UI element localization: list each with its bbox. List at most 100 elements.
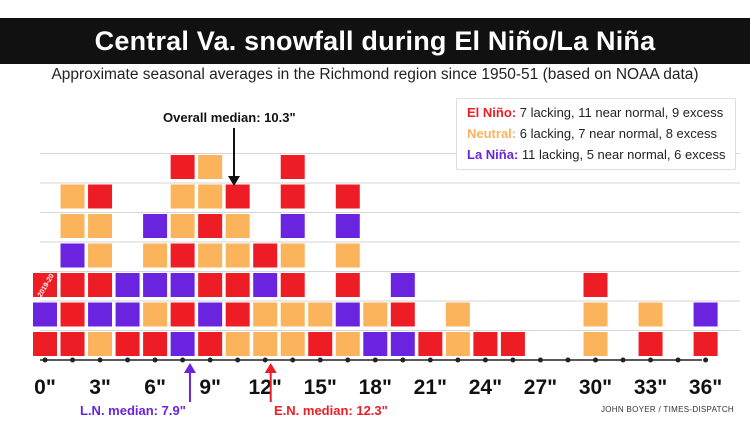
season-square xyxy=(60,214,85,238)
season-square xyxy=(143,243,168,268)
season-square xyxy=(253,302,278,327)
season-square xyxy=(280,155,305,179)
season-square xyxy=(390,332,415,356)
season-square xyxy=(363,302,388,327)
season-square xyxy=(225,214,250,238)
x-tick-label: 27" xyxy=(524,376,557,399)
x-tick-label: 6" xyxy=(144,376,166,399)
overall-median-arrowhead xyxy=(228,176,241,186)
season-square xyxy=(335,243,360,268)
season-square xyxy=(170,214,195,238)
season-square xyxy=(88,214,113,238)
season-square xyxy=(60,184,85,209)
season-square xyxy=(280,332,305,356)
season-square xyxy=(88,184,113,209)
season-square xyxy=(170,184,195,209)
season-square xyxy=(143,302,168,327)
x-tick-label: 21" xyxy=(414,376,447,399)
season-square xyxy=(335,184,360,209)
season-square xyxy=(170,302,195,327)
season-square xyxy=(198,214,223,238)
season-square xyxy=(170,243,195,268)
season-square xyxy=(170,273,195,297)
en-median-label: E.N. median: 12.3" xyxy=(274,403,388,418)
season-square xyxy=(225,184,250,209)
x-tick-label: 36" xyxy=(689,376,722,399)
tick-dot xyxy=(235,357,241,363)
season-square xyxy=(500,332,525,356)
tick-dot xyxy=(400,357,406,363)
season-square xyxy=(170,332,195,356)
chart-title: Central Va. snowfall during El Niño/La N… xyxy=(0,18,750,64)
season-square xyxy=(363,332,388,356)
tick-dot xyxy=(262,357,268,363)
season-square xyxy=(390,273,415,297)
season-square xyxy=(198,273,223,297)
legend-el-nino-text: 7 lacking, 11 near normal, 9 excess xyxy=(516,105,724,120)
season-square xyxy=(143,214,168,238)
season-square xyxy=(88,332,113,356)
season-square xyxy=(88,302,113,327)
legend-la-nina-label: La Niña: xyxy=(467,147,519,162)
season-square xyxy=(390,302,415,327)
season-square xyxy=(198,155,223,179)
tick-dot xyxy=(317,357,323,363)
x-axis-ticks xyxy=(42,357,709,363)
x-tick-label: 0" xyxy=(34,376,56,399)
season-square xyxy=(280,214,305,238)
season-square xyxy=(335,332,360,356)
season-square xyxy=(225,302,250,327)
season-square xyxy=(253,243,278,268)
season-square xyxy=(280,273,305,297)
legend-el-nino-label: El Niño: xyxy=(467,105,517,120)
season-square xyxy=(280,243,305,268)
season-square xyxy=(143,332,168,356)
tick-dot xyxy=(97,357,103,363)
tick-dot xyxy=(675,357,681,363)
season-square xyxy=(253,273,278,297)
tick-dot xyxy=(70,357,76,363)
x-tick-label: 24" xyxy=(469,376,502,399)
tick-dot xyxy=(427,357,433,363)
season-square xyxy=(638,332,663,356)
tick-dot xyxy=(482,357,488,363)
season-square xyxy=(225,273,250,297)
legend-neutral-label: Neutral: xyxy=(467,126,517,141)
legend-neutral: Neutral: 6 lacking, 7 near normal, 8 exc… xyxy=(467,123,725,144)
x-tick-label: 18" xyxy=(359,376,392,399)
season-square xyxy=(335,273,360,297)
season-square xyxy=(583,302,608,327)
gridlines xyxy=(40,153,740,331)
season-square xyxy=(693,332,718,356)
legend: El Niño: 7 lacking, 11 near normal, 9 ex… xyxy=(456,98,736,170)
season-square xyxy=(143,273,168,297)
season-square xyxy=(88,243,113,268)
season-square xyxy=(60,243,85,268)
season-square xyxy=(115,273,140,297)
season-square xyxy=(198,302,223,327)
season-square xyxy=(335,302,360,327)
tick-dot xyxy=(372,357,378,363)
x-tick-label: 30" xyxy=(579,376,612,399)
ln-median-arrowhead xyxy=(183,363,196,373)
season-square xyxy=(225,243,250,268)
overall-median-label: Overall median: 10.3" xyxy=(163,110,296,125)
season-square xyxy=(170,155,195,179)
tick-dot xyxy=(152,357,158,363)
legend-el-nino: El Niño: 7 lacking, 11 near normal, 9 ex… xyxy=(467,102,725,123)
season-square xyxy=(308,302,333,327)
tick-dot xyxy=(620,357,626,363)
tick-dot xyxy=(42,357,48,363)
season-square xyxy=(308,332,333,356)
season-square xyxy=(280,302,305,327)
chart-subtitle: Approximate seasonal averages in the Ric… xyxy=(51,66,699,83)
tick-dot xyxy=(455,357,461,363)
x-tick-label: 15" xyxy=(304,376,337,399)
season-square xyxy=(583,332,608,356)
tick-dot xyxy=(510,357,516,363)
legend-la-nina-text: 11 lacking, 5 near normal, 6 excess xyxy=(518,147,726,162)
tick-dot xyxy=(345,357,351,363)
season-square xyxy=(335,214,360,238)
season-square xyxy=(33,302,57,327)
